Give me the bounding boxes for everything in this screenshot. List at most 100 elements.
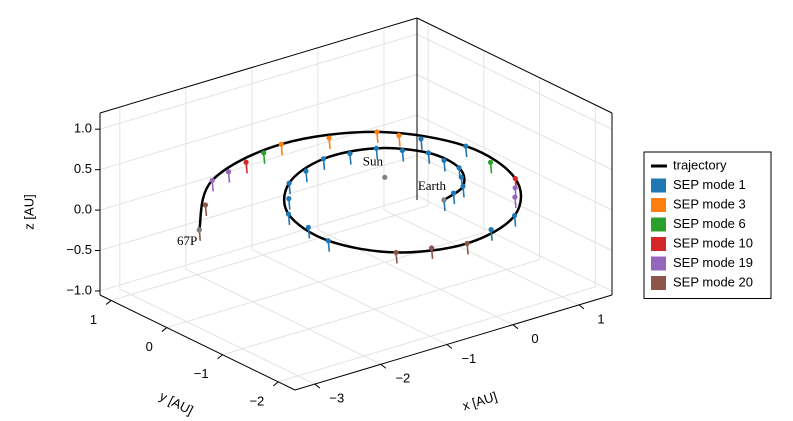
thrust-point bbox=[303, 168, 309, 183]
thrust-dot bbox=[428, 245, 435, 251]
x-tick-label: −3 bbox=[329, 391, 344, 406]
thrust-point bbox=[425, 150, 432, 164]
thrust-dot bbox=[450, 190, 457, 196]
thrust-point bbox=[347, 150, 353, 165]
body-label: 67P bbox=[177, 233, 197, 248]
x-tick bbox=[380, 363, 387, 369]
legend-swatch bbox=[651, 276, 666, 290]
thrust-point bbox=[285, 211, 292, 226]
thrust-point bbox=[261, 150, 267, 164]
x-tick bbox=[446, 344, 453, 349]
grid-line bbox=[99, 155, 418, 251]
legend-label: SEP mode 19 bbox=[673, 255, 753, 270]
thrust-point bbox=[488, 227, 494, 241]
legend-swatch bbox=[651, 237, 666, 251]
thrust-point bbox=[286, 180, 292, 195]
thrust-dot bbox=[373, 145, 379, 151]
trajectory-line bbox=[198, 130, 523, 254]
frame-layer: −3 −2 −1 0 1 1 0 −1 −2 1.0 0.5 0.0 −0.5 −1.0 bbox=[66, 17, 613, 408]
thrust-dot bbox=[425, 150, 432, 156]
thrust-point bbox=[243, 159, 249, 174]
y-tick-label: 0 bbox=[146, 339, 153, 354]
x-tick-label: −1 bbox=[461, 351, 476, 366]
grid-line bbox=[317, 229, 514, 326]
thrust-dot bbox=[393, 249, 399, 256]
thrust-dot bbox=[512, 175, 518, 182]
grid-line bbox=[110, 204, 429, 301]
thrust-dot bbox=[488, 227, 494, 233]
thrust-point bbox=[225, 169, 232, 183]
thrust-dot bbox=[464, 240, 470, 247]
y-axis-label: y [AU] bbox=[157, 388, 195, 417]
thrust-point bbox=[463, 143, 469, 158]
legend-swatch bbox=[651, 256, 666, 271]
grid-line bbox=[416, 33, 613, 130]
thrust-dot bbox=[326, 135, 332, 141]
body-label: Sun bbox=[363, 153, 384, 168]
thrust-dot bbox=[399, 147, 406, 154]
grid-line bbox=[251, 249, 448, 345]
legend-label: SEP mode 10 bbox=[673, 235, 753, 250]
thrust-dot bbox=[325, 238, 331, 244]
thrust-dot bbox=[456, 165, 462, 171]
thrust-dot bbox=[441, 157, 447, 164]
thrust-dot bbox=[243, 159, 249, 165]
x-tick-label: −2 bbox=[395, 371, 410, 386]
z-tick-label: −0.5 bbox=[66, 242, 92, 257]
thrust-point bbox=[450, 190, 457, 205]
legend-label: SEP mode 1 bbox=[673, 177, 746, 192]
x-tick bbox=[578, 304, 585, 310]
thrust-point bbox=[399, 147, 406, 162]
grid-line bbox=[416, 155, 613, 251]
thrust-point bbox=[393, 249, 399, 264]
legend-label: trajectory bbox=[673, 157, 727, 172]
x-tick bbox=[512, 324, 519, 330]
x-tick-label: 1 bbox=[597, 311, 604, 326]
grid-line bbox=[99, 33, 418, 130]
thrust-dot bbox=[512, 185, 518, 191]
x-tick-label: 0 bbox=[531, 331, 538, 346]
body-label: Earth bbox=[418, 178, 447, 193]
thrust-point bbox=[512, 194, 518, 209]
grid-line bbox=[416, 195, 613, 292]
thrust-point bbox=[305, 224, 311, 239]
thrust-dot bbox=[286, 196, 292, 202]
thrust-point bbox=[418, 136, 424, 150]
y-tick-label: 1 bbox=[90, 312, 97, 327]
z-tick-label: −1.0 bbox=[66, 282, 92, 297]
box-edge bbox=[99, 294, 296, 391]
thrust-dot bbox=[305, 224, 311, 231]
thrust-dot bbox=[487, 159, 494, 165]
thrust-dot bbox=[285, 211, 292, 217]
legend: trajectory SEP mode 1 SEP mode 3 SEP mode 6… bbox=[643, 151, 772, 299]
thrust-dot bbox=[303, 168, 309, 174]
x-axis-label: x [AU] bbox=[461, 389, 499, 414]
thrust-dot bbox=[418, 136, 424, 142]
thrust-point bbox=[278, 141, 284, 156]
thrust-dot bbox=[463, 143, 469, 149]
thrust-point bbox=[202, 202, 209, 217]
grid-line bbox=[99, 74, 418, 171]
thrust-dot bbox=[209, 177, 215, 184]
y-tick-label: −2 bbox=[249, 393, 264, 408]
thrust-point bbox=[374, 129, 380, 143]
thrust-point bbox=[325, 238, 331, 252]
body-point bbox=[382, 174, 388, 180]
box-edge bbox=[294, 294, 613, 391]
thrust-point bbox=[209, 177, 215, 192]
plot-layer: Sun Earth 67P bbox=[177, 129, 523, 264]
body-point bbox=[196, 227, 202, 233]
thrust-dot bbox=[320, 156, 327, 162]
thrust-dot bbox=[286, 180, 292, 186]
x-tick bbox=[314, 383, 321, 389]
thrust-point bbox=[396, 132, 402, 147]
thrust-dot bbox=[347, 150, 353, 157]
z-axis-label: z [AU] bbox=[21, 194, 36, 229]
z-tick-label: 1.0 bbox=[74, 121, 92, 136]
grid-line bbox=[416, 114, 613, 211]
thrust-point bbox=[320, 156, 327, 170]
thrust-point bbox=[460, 183, 466, 198]
y-tick bbox=[105, 300, 112, 305]
thrust-point bbox=[286, 196, 292, 210]
